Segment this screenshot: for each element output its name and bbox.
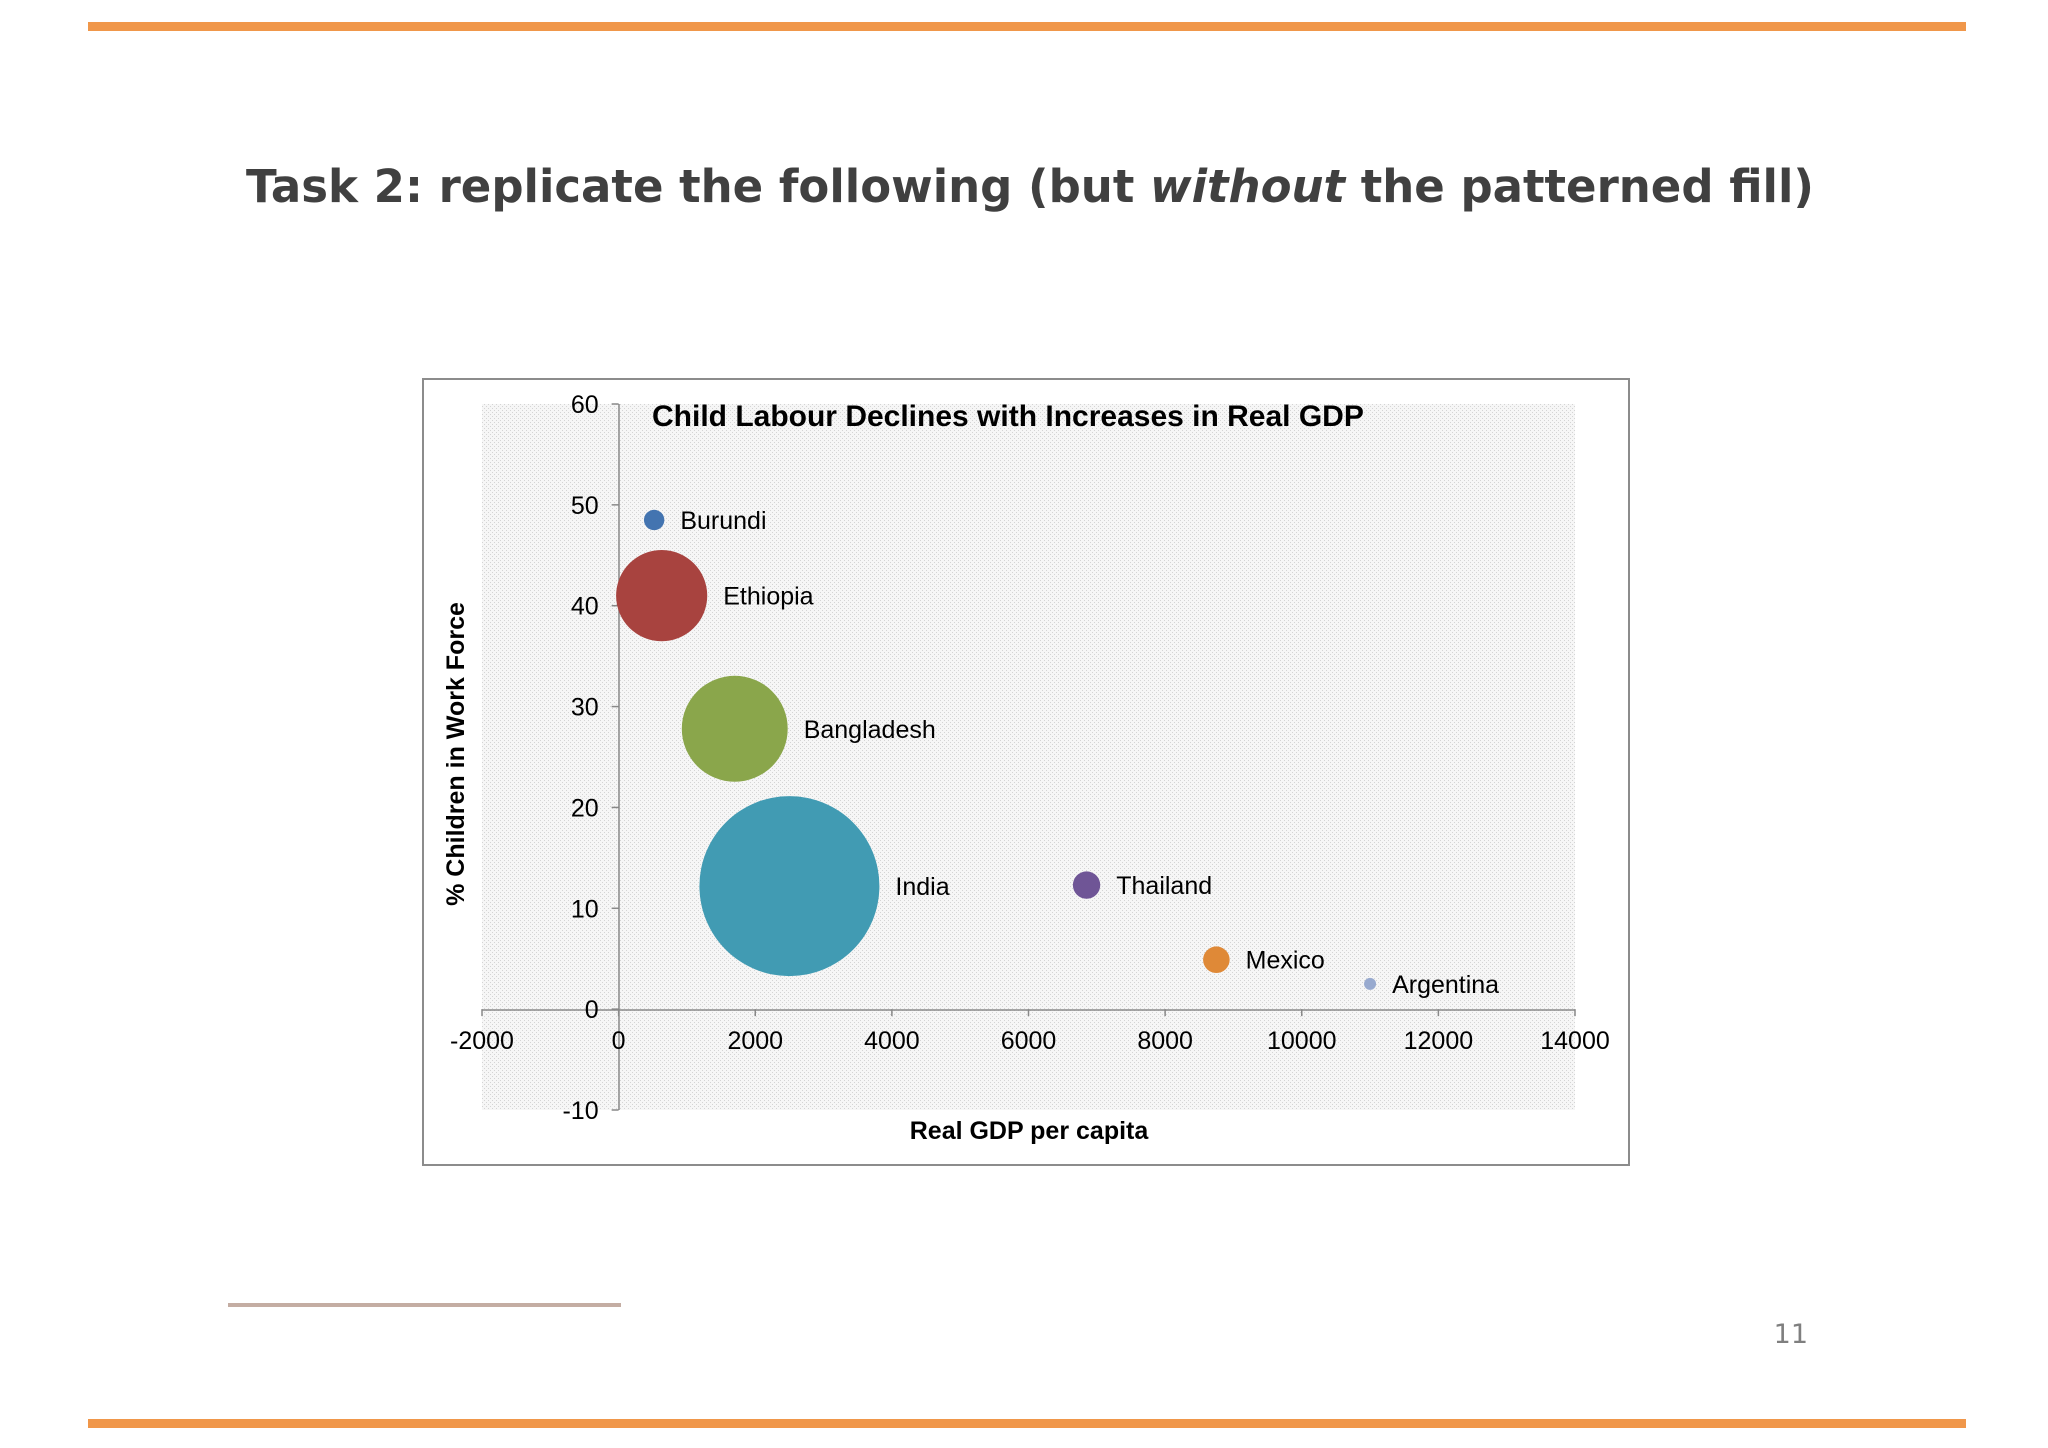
bottom-accent-rule [88, 1419, 1966, 1428]
bubble-label-burundi: Burundi [680, 507, 766, 535]
bubble-label-bangladesh: Bangladesh [804, 716, 936, 744]
bubble-label-india: India [895, 873, 949, 901]
slide-title-emphasis: without [1150, 160, 1346, 213]
x-tick-label: 6000 [1001, 1027, 1057, 1055]
bubble-label-argentina: Argentina [1392, 971, 1499, 999]
bubble-burundi [643, 509, 665, 531]
bubble-thailand [1072, 871, 1101, 899]
slide-title-text-end: the patterned fill) [1345, 160, 1814, 213]
bubble-label-thailand: Thailand [1116, 872, 1212, 900]
y-tick-label: -10 [562, 1097, 598, 1125]
bubble-label-ethiopia: Ethiopia [723, 583, 813, 611]
y-tick-label: 0 [585, 996, 599, 1024]
y-axis-ticks: -10 0 10 20 30 40 50 60 [562, 391, 619, 1125]
bubble-series: Burundi Ethiopia Bangladesh India Thailand Me… [616, 507, 1499, 999]
x-tick-label: 0 [612, 1027, 626, 1055]
y-tick-label: 10 [571, 895, 599, 923]
slide-title-text: Task 2: replicate the following (but [246, 160, 1151, 213]
y-tick-label: 20 [571, 794, 599, 822]
y-tick-label: 40 [571, 593, 599, 621]
x-axis-title: Real GDP per capita [910, 1117, 1150, 1145]
bubble-india [699, 796, 880, 977]
x-tick-label: 12000 [1404, 1027, 1474, 1055]
slide-title: Task 2: replicate the following (but wit… [246, 160, 1814, 213]
x-tick-label: 2000 [727, 1027, 783, 1055]
y-tick-label: 50 [571, 492, 599, 520]
bubble-chart: -2000 0 2000 4000 6000 8000 10000 12000 14000 -1… [442, 391, 1610, 1145]
bubble-mexico [1203, 946, 1230, 974]
x-axis-ticks: -2000 0 2000 4000 6000 8000 10000 12000 14000 [450, 1009, 1610, 1055]
y-tick-label: 30 [571, 694, 599, 722]
chart-frame: -2000 0 2000 4000 6000 8000 10000 12000 14000 -1… [422, 378, 1630, 1166]
y-axis-title: % Children in Work Force [442, 602, 470, 906]
footer-rule [228, 1303, 621, 1307]
x-tick-label: 14000 [1540, 1027, 1610, 1055]
chart-title: Child Labour Declines with Increases in … [652, 400, 1364, 433]
bubble-bangladesh [681, 675, 788, 782]
x-tick-label: 8000 [1137, 1027, 1193, 1055]
page-number: 11 [1773, 1319, 1808, 1350]
x-tick-label: -2000 [450, 1027, 514, 1055]
bubble-ethiopia [616, 550, 708, 642]
plot-area-background [482, 404, 1575, 1110]
y-tick-label: 60 [571, 391, 599, 419]
bubble-argentina [1364, 977, 1377, 990]
top-accent-rule [88, 22, 1966, 31]
x-tick-label: 4000 [864, 1027, 920, 1055]
x-tick-label: 10000 [1267, 1027, 1337, 1055]
bubble-label-mexico: Mexico [1246, 947, 1325, 975]
